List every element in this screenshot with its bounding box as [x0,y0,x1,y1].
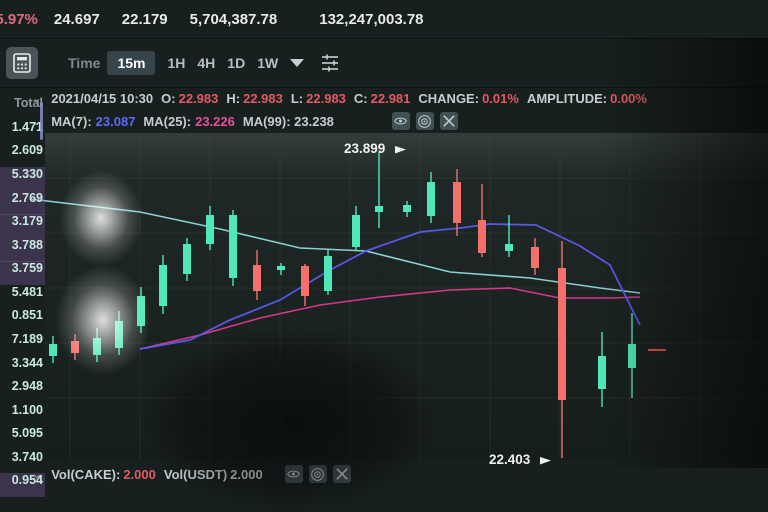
svg-text:23.899: 23.899 [344,141,385,156]
